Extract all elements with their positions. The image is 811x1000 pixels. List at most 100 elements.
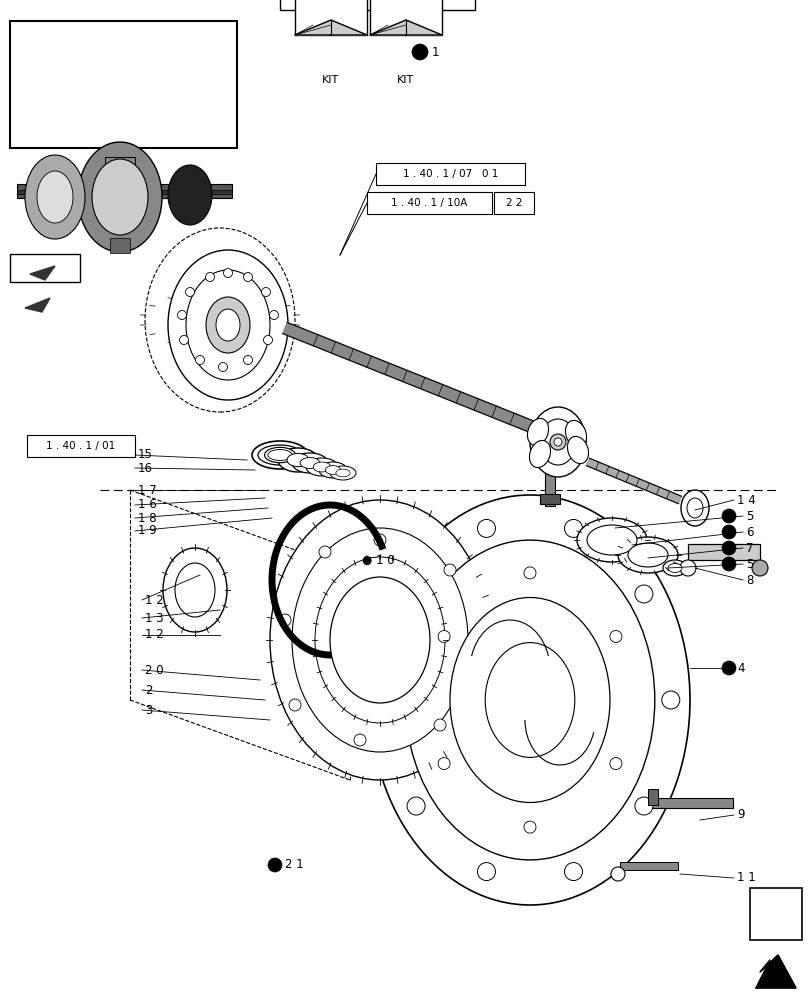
Ellipse shape	[313, 462, 330, 472]
Bar	[27, 435, 135, 457]
Circle shape	[243, 356, 252, 364]
Bar	[647, 789, 657, 805]
Ellipse shape	[319, 462, 346, 478]
Ellipse shape	[680, 490, 708, 526]
Text: 1 3: 1 3	[145, 611, 164, 624]
Ellipse shape	[485, 643, 574, 757]
Circle shape	[564, 863, 581, 881]
Ellipse shape	[186, 270, 270, 380]
Polygon shape	[25, 298, 50, 312]
Bar	[109, 238, 130, 253]
Ellipse shape	[586, 525, 636, 555]
Circle shape	[289, 699, 301, 711]
Text: 1 . 40 . 1 / 01: 1 . 40 . 1 / 01	[46, 441, 115, 451]
Text: 5: 5	[745, 510, 753, 522]
Bar	[749, 888, 801, 940]
Circle shape	[438, 758, 449, 770]
Ellipse shape	[667, 564, 681, 572]
Ellipse shape	[251, 441, 307, 469]
Ellipse shape	[329, 466, 355, 480]
Bar	[280, 0, 474, 10]
Bar	[105, 157, 135, 207]
Circle shape	[243, 272, 252, 282]
Ellipse shape	[539, 419, 575, 465]
Text: 9: 9	[736, 808, 744, 821]
Polygon shape	[294, 20, 367, 35]
Circle shape	[609, 630, 621, 642]
Bar	[539, 494, 560, 504]
Ellipse shape	[268, 450, 292, 460]
Circle shape	[444, 564, 456, 576]
Ellipse shape	[163, 548, 227, 632]
Ellipse shape	[527, 418, 548, 446]
Circle shape	[610, 867, 624, 881]
Text: 1 1: 1 1	[736, 871, 755, 884]
Circle shape	[374, 534, 385, 546]
Circle shape	[268, 858, 281, 872]
Text: 2: 2	[145, 684, 152, 696]
Polygon shape	[755, 955, 795, 988]
Ellipse shape	[168, 165, 212, 225]
Bar	[17, 184, 232, 198]
Text: ● 1 0: ● 1 0	[362, 554, 394, 566]
Circle shape	[469, 654, 480, 666]
Circle shape	[195, 356, 204, 364]
Text: 3: 3	[145, 704, 152, 716]
Circle shape	[477, 863, 495, 881]
Circle shape	[223, 268, 232, 277]
Ellipse shape	[530, 407, 586, 477]
Bar	[687, 544, 759, 560]
Circle shape	[721, 525, 735, 539]
Ellipse shape	[679, 560, 695, 576]
Text: 1 . 40 . 1 / 07   0 1: 1 . 40 . 1 / 07 0 1	[402, 169, 498, 179]
Text: 1 . 40 . 1 / 10A: 1 . 40 . 1 / 10A	[391, 198, 467, 208]
Circle shape	[269, 310, 278, 320]
Ellipse shape	[329, 577, 430, 703]
Circle shape	[411, 44, 427, 60]
Text: 5: 5	[745, 558, 753, 570]
Polygon shape	[30, 266, 55, 280]
Circle shape	[218, 362, 227, 371]
Circle shape	[721, 509, 735, 523]
Bar	[370, 0, 441, 35]
Ellipse shape	[92, 159, 148, 235]
Ellipse shape	[78, 142, 162, 252]
Circle shape	[433, 719, 445, 731]
Text: 1 6: 1 6	[138, 498, 157, 512]
Ellipse shape	[751, 560, 767, 576]
Ellipse shape	[206, 297, 250, 353]
Text: 6: 6	[745, 526, 753, 538]
Text: 8: 8	[745, 574, 753, 586]
Circle shape	[279, 614, 290, 626]
Ellipse shape	[315, 557, 444, 723]
Bar	[10, 254, 80, 282]
Circle shape	[205, 272, 214, 282]
Text: 1 9: 1 9	[138, 524, 157, 538]
Text: 1 2: 1 2	[145, 593, 164, 606]
Text: 1 8: 1 8	[138, 512, 157, 524]
Circle shape	[179, 336, 188, 344]
Circle shape	[178, 310, 187, 320]
Ellipse shape	[277, 448, 318, 472]
Circle shape	[438, 630, 449, 642]
Ellipse shape	[306, 458, 337, 476]
Text: 1 7: 1 7	[138, 484, 157, 496]
Text: 4: 4	[736, 662, 744, 674]
Ellipse shape	[258, 445, 302, 465]
Circle shape	[477, 519, 495, 537]
Circle shape	[634, 585, 652, 603]
Text: KIT: KIT	[397, 75, 414, 85]
Ellipse shape	[292, 528, 467, 752]
Ellipse shape	[270, 500, 489, 780]
Circle shape	[661, 691, 679, 709]
Ellipse shape	[449, 597, 609, 802]
Ellipse shape	[529, 440, 550, 468]
Circle shape	[264, 336, 272, 344]
Ellipse shape	[216, 309, 240, 341]
Circle shape	[634, 797, 652, 815]
Text: 1 4: 1 4	[736, 493, 755, 506]
Ellipse shape	[627, 543, 667, 567]
Ellipse shape	[405, 540, 654, 860]
Bar	[493, 192, 534, 214]
Bar	[375, 163, 525, 185]
